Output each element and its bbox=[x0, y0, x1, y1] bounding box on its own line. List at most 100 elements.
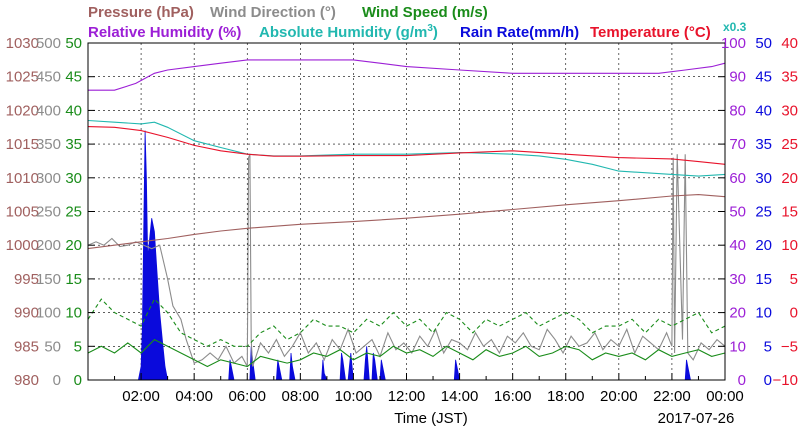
series-wind-gust bbox=[87, 298, 726, 347]
y-tick-wind-direction: 400 bbox=[36, 102, 61, 119]
series-absolute-humidity bbox=[87, 119, 726, 177]
series-pressure bbox=[87, 194, 726, 250]
series-relative-humidity bbox=[88, 59, 726, 91]
legend-relative-humidity: Relative Humidity (%) bbox=[88, 24, 241, 41]
y-tick-wind-speed: 35 bbox=[65, 136, 82, 153]
y-tick-temperature: 30 bbox=[781, 102, 798, 119]
x-tick-label: 00:00 bbox=[706, 388, 744, 405]
y-tick-rain-rate: 0 bbox=[764, 372, 772, 389]
x-axis-label: Time (JST) bbox=[394, 410, 468, 427]
y-tick-temperature: 10 bbox=[781, 237, 798, 254]
y-tick-relative-humidity: 80 bbox=[729, 102, 746, 119]
abs-humidity-factor-label: x0.3 bbox=[723, 20, 747, 34]
x-tick-label: 10:00 bbox=[335, 388, 373, 405]
y-tick-wind-direction: 150 bbox=[36, 271, 61, 288]
y-tick-pressure: 1015 bbox=[6, 136, 39, 153]
y-tick-temperature: 25 bbox=[781, 136, 798, 153]
y-tick-wind-speed: 0 bbox=[74, 372, 82, 389]
legend-rain-rate: Rain Rate(mm/h) bbox=[460, 24, 579, 41]
x-axis: 02:00 04:00 06:00 08:00 10:00 12:00 14:00 16:00… bbox=[114, 373, 744, 405]
y-tick-temperature: −5 bbox=[781, 338, 798, 355]
series-wind-speed bbox=[87, 338, 726, 368]
date-label: 2017-07-26 bbox=[658, 410, 735, 427]
legend-absolute-humidity: Absolute Humidity (g/m3) bbox=[259, 23, 438, 41]
x-tick-label: 14:00 bbox=[441, 388, 479, 405]
y-tick-relative-humidity: 100 bbox=[721, 35, 746, 52]
y-tick-wind-speed: 15 bbox=[65, 271, 82, 288]
y-tick-wind-speed: 10 bbox=[65, 305, 82, 322]
y-tick-wind-direction: 100 bbox=[36, 305, 61, 322]
x-tick-label: 02:00 bbox=[122, 388, 160, 405]
y-tick-rain-rate: 5 bbox=[764, 338, 772, 355]
y-tick-temperature: 5 bbox=[790, 271, 798, 288]
y-tick-pressure: 1000 bbox=[6, 237, 39, 254]
y-tick-pressure: 990 bbox=[14, 305, 39, 322]
y-tick-pressure: 985 bbox=[14, 338, 39, 355]
y-tick-relative-humidity: 60 bbox=[729, 170, 746, 187]
y-tick-wind-direction: 0 bbox=[53, 372, 61, 389]
y-tick-wind-direction: 300 bbox=[36, 170, 61, 187]
x-tick-label: 06:00 bbox=[228, 388, 266, 405]
y-tick-wind-speed: 5 bbox=[74, 338, 82, 355]
y-tick-rain-rate: 30 bbox=[755, 170, 772, 187]
x-tick-label: 22:00 bbox=[653, 388, 691, 405]
y-tick-relative-humidity: 20 bbox=[729, 305, 746, 322]
y-tick-rain-rate: 15 bbox=[755, 271, 772, 288]
y-tick-rain-rate: 50 bbox=[755, 35, 772, 52]
y-tick-wind-speed: 45 bbox=[65, 69, 82, 86]
y-tick-rain-rate: 40 bbox=[755, 102, 772, 119]
y-tick-pressure: 980 bbox=[14, 372, 39, 389]
y-tick-rain-rate: 35 bbox=[755, 136, 772, 153]
legend-wind-speed: Wind Speed (m/s) bbox=[362, 4, 488, 21]
y-tick-wind-direction: 500 bbox=[36, 35, 61, 52]
y-tick-pressure: 1020 bbox=[6, 102, 39, 119]
legend-wind-direction: Wind Direction (°) bbox=[210, 4, 336, 21]
y-tick-wind-direction: 200 bbox=[36, 237, 61, 254]
y-tick-wind-speed: 30 bbox=[65, 170, 82, 187]
x-tick-label: 20:00 bbox=[600, 388, 638, 405]
y-tick-relative-humidity: 50 bbox=[729, 204, 746, 221]
y-tick-temperature: 0 bbox=[790, 305, 798, 322]
legend-temperature: Temperature (°C) bbox=[590, 24, 711, 41]
x-tick-label: 04:00 bbox=[175, 388, 213, 405]
y-tick-wind-direction: 350 bbox=[36, 136, 61, 153]
x-tick-label: 08:00 bbox=[282, 388, 320, 405]
y-tick-rain-rate: 25 bbox=[755, 204, 772, 221]
y-tick-wind-speed: 25 bbox=[65, 204, 82, 221]
y-tick-wind-speed: 50 bbox=[65, 35, 82, 52]
y-tick-wind-direction: 450 bbox=[36, 69, 61, 86]
grid bbox=[88, 43, 725, 380]
y-tick-pressure: 1030 bbox=[6, 35, 39, 52]
y-tick-relative-humidity: 90 bbox=[729, 69, 746, 86]
y-tick-relative-humidity: 30 bbox=[729, 271, 746, 288]
y-tick-pressure: 1010 bbox=[6, 170, 39, 187]
axes-group: 1030102510201015101010051000995990985980… bbox=[6, 35, 798, 389]
y-tick-wind-speed: 40 bbox=[65, 102, 82, 119]
y-tick-temperature: 35 bbox=[781, 69, 798, 86]
series-wind-direction bbox=[87, 154, 726, 367]
series-temperature bbox=[87, 126, 726, 165]
y-tick-relative-humidity: 10 bbox=[729, 338, 746, 355]
y-tick-rain-rate: 20 bbox=[755, 237, 772, 254]
y-tick-relative-humidity: 40 bbox=[729, 237, 746, 254]
series-group bbox=[87, 59, 726, 381]
y-tick-pressure: 1025 bbox=[6, 69, 39, 86]
legend-pressure: Pressure (hPa) bbox=[88, 4, 194, 21]
y-tick-wind-speed: 20 bbox=[65, 237, 82, 254]
y-tick-wind-direction: 250 bbox=[36, 204, 61, 221]
y-tick-wind-direction: 50 bbox=[44, 338, 61, 355]
y-tick-temperature: 40 bbox=[781, 35, 798, 52]
y-tick-temperature: 15 bbox=[781, 204, 798, 221]
x-tick-label: 18:00 bbox=[547, 388, 585, 405]
y-tick-rain-rate: 45 bbox=[755, 69, 772, 86]
y-tick-rain-rate: 10 bbox=[755, 305, 772, 322]
legend-row-1: Pressure (hPa) Wind Direction (°) Wind S… bbox=[88, 4, 488, 21]
y-tick-pressure: 1005 bbox=[6, 204, 39, 221]
y-tick-temperature: 20 bbox=[781, 170, 798, 187]
y-tick-relative-humidity: 0 bbox=[738, 372, 746, 389]
y-tick-pressure: 995 bbox=[14, 271, 39, 288]
y-tick-relative-humidity: 70 bbox=[729, 136, 746, 153]
y-tick-temperature: −10 bbox=[773, 372, 798, 389]
